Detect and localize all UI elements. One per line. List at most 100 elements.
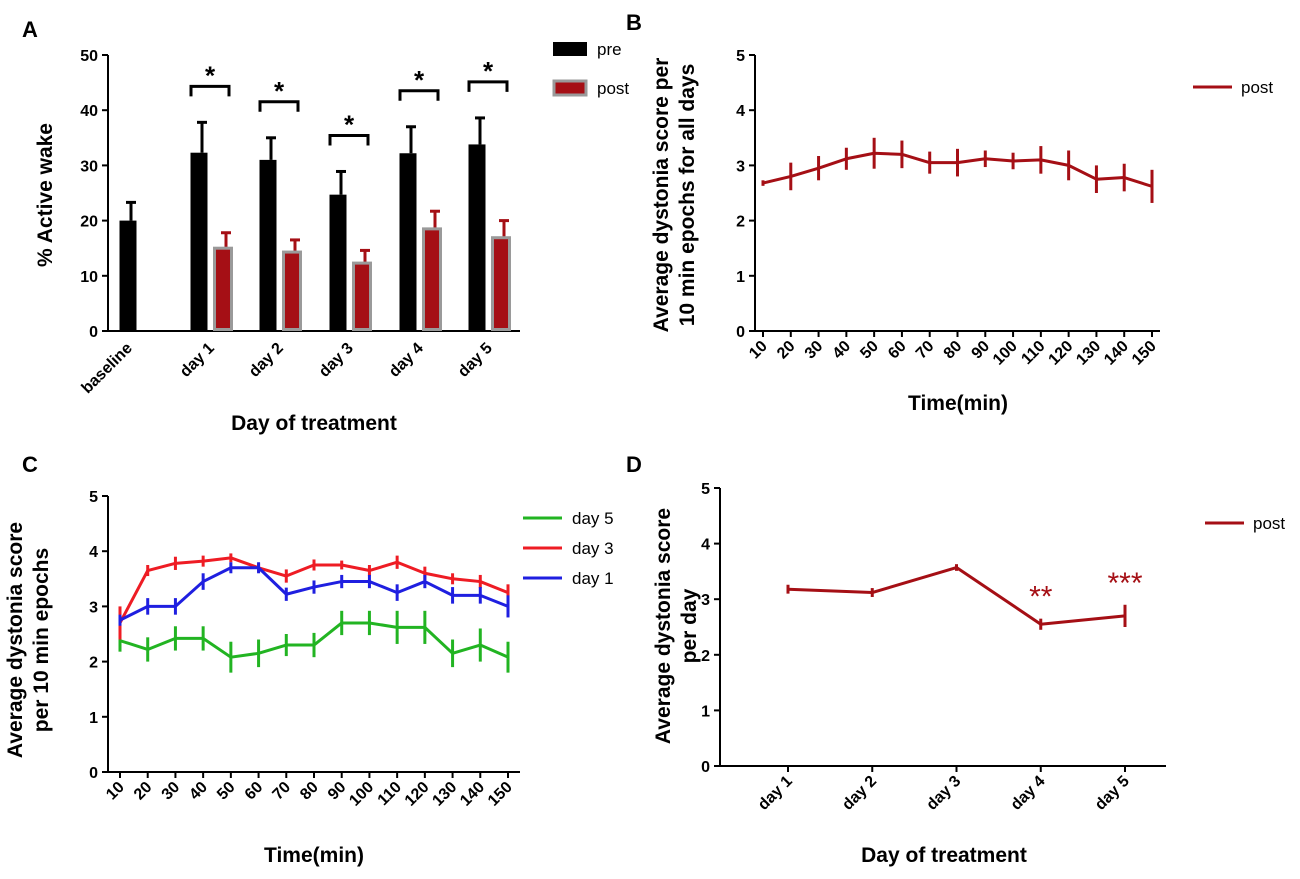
bar-post xyxy=(213,246,233,331)
y-ticks: 0 10 20 30 40 50 xyxy=(80,48,98,341)
significance-star: * xyxy=(205,60,216,90)
x-tick-label: day 5 xyxy=(1092,773,1133,814)
y-axis-label: % Active wake xyxy=(34,123,57,267)
x-tick-label: 60 xyxy=(242,779,267,804)
x-tick-label: 100 xyxy=(990,338,1021,369)
post-line xyxy=(787,566,1126,626)
significance-star: * xyxy=(414,65,425,95)
panel-a: A 0 10 20 30 40 50 baseline day 1 day 2 day 3 day… xyxy=(22,17,629,435)
x-tick-label: 140 xyxy=(1101,338,1132,369)
x-tick-label: day 2 xyxy=(246,340,287,381)
bar-pre xyxy=(399,153,417,331)
x-tick-label: 120 xyxy=(402,779,433,810)
x-tick-label: 110 xyxy=(1018,338,1048,368)
x-axis-label: Day of treatment xyxy=(861,844,1027,867)
significance-bracket xyxy=(189,84,231,97)
significance-bracket xyxy=(398,89,440,101)
x-tick-label: 10 xyxy=(746,338,771,363)
x-tick-label: day 4 xyxy=(386,340,427,381)
y-tick-label: 2 xyxy=(701,648,710,665)
y-tick-label: 3 xyxy=(736,158,745,175)
y-axis-label-line: Average dystonia score per xyxy=(650,58,673,333)
bar-post xyxy=(491,236,511,332)
y-axis-label: Average dystonia score per 10 min epochs… xyxy=(650,58,699,333)
x-ticks: baseline day 1 day 2 day 3 day 4 day 5 xyxy=(79,340,496,397)
x-tick-label: 80 xyxy=(297,779,322,804)
y-tick-label: 1 xyxy=(736,269,745,286)
x-tick-label: 90 xyxy=(325,779,350,804)
legend: day 5 day 3 day 1 xyxy=(523,509,614,588)
y-axis-label-line: per 10 min epochs xyxy=(30,548,53,732)
y-axis-label-line: Average dystonia score xyxy=(652,508,675,744)
x-tick-label: 130 xyxy=(1073,338,1104,369)
legend-label: post xyxy=(1253,514,1285,533)
y-tick-label: 0 xyxy=(89,324,98,341)
x-tick-label: 150 xyxy=(485,779,516,810)
x-axis-label: Time(min) xyxy=(264,844,364,867)
x-tick-label: 50 xyxy=(214,779,239,804)
x-ticks: day 1 day 2 day 3 day 4 day 5 xyxy=(755,773,1133,814)
bar-pre xyxy=(259,159,277,331)
legend-label: day 3 xyxy=(572,539,614,558)
x-tick-label: 90 xyxy=(969,338,994,363)
y-ticks: 0 1 2 3 4 5 xyxy=(701,481,710,776)
plot-area xyxy=(714,487,1166,772)
panel-letter: A xyxy=(22,17,38,42)
legend-swatch-pre xyxy=(553,42,587,56)
x-tick-label: 40 xyxy=(830,338,855,363)
y-tick-label: 5 xyxy=(89,489,98,506)
x-tick-label: 70 xyxy=(270,779,295,804)
bar-post xyxy=(422,227,442,332)
x-tick-label: day 3 xyxy=(923,773,964,814)
significance-bracket xyxy=(467,80,509,92)
legend-label: day 1 xyxy=(572,569,614,588)
y-axis-label: Average dystonia score per 10 min epochs xyxy=(4,522,53,758)
significance-bracket xyxy=(258,100,300,112)
x-tick-label: 150 xyxy=(1129,338,1160,369)
panel-letter: C xyxy=(22,452,38,477)
y-tick-label: 20 xyxy=(80,214,98,231)
x-tick-label: 20 xyxy=(774,338,799,363)
x-tick-label: 10 xyxy=(103,779,128,804)
x-tick-label: day 4 xyxy=(1008,773,1049,814)
legend-swatch-post xyxy=(552,79,588,97)
y-tick-label: 40 xyxy=(80,103,98,120)
legend-label: day 5 xyxy=(572,509,614,528)
panel-letter: D xyxy=(626,452,642,477)
x-tick-label: 130 xyxy=(429,779,460,810)
plot-area xyxy=(102,495,520,778)
y-tick-label: 30 xyxy=(80,158,98,175)
legend: post xyxy=(1193,78,1273,97)
x-tick-label: 30 xyxy=(802,338,827,363)
significance-star: * xyxy=(483,56,494,86)
significance-star: *** xyxy=(1107,567,1142,600)
legend: pre post xyxy=(552,40,629,98)
y-tick-label: 0 xyxy=(736,324,745,341)
y-tick-label: 4 xyxy=(736,103,745,120)
x-tick-label: 110 xyxy=(375,779,405,809)
bar-pre xyxy=(329,194,347,331)
y-tick-label: 3 xyxy=(701,592,710,609)
significance-star: * xyxy=(274,76,285,106)
y-ticks: 0 1 2 3 4 5 xyxy=(736,48,745,341)
x-axis-label: Day of treatment xyxy=(231,412,397,435)
y-axis-label: Average dystonia score per day xyxy=(652,508,701,744)
x-tick-label: day 1 xyxy=(177,340,218,381)
x-tick-label: 20 xyxy=(131,779,156,804)
y-tick-label: 4 xyxy=(89,544,98,561)
y-tick-label: 1 xyxy=(89,710,98,727)
x-tick-label: baseline xyxy=(79,340,136,397)
day1-line xyxy=(119,566,509,622)
y-tick-label: 2 xyxy=(89,655,98,672)
plot-area xyxy=(102,54,520,332)
x-tick-label: 50 xyxy=(857,338,882,363)
significance-star: ** xyxy=(1029,581,1053,614)
y-tick-label: 1 xyxy=(701,703,710,720)
significance-bracket xyxy=(328,133,370,146)
y-tick-label: 3 xyxy=(89,599,98,616)
